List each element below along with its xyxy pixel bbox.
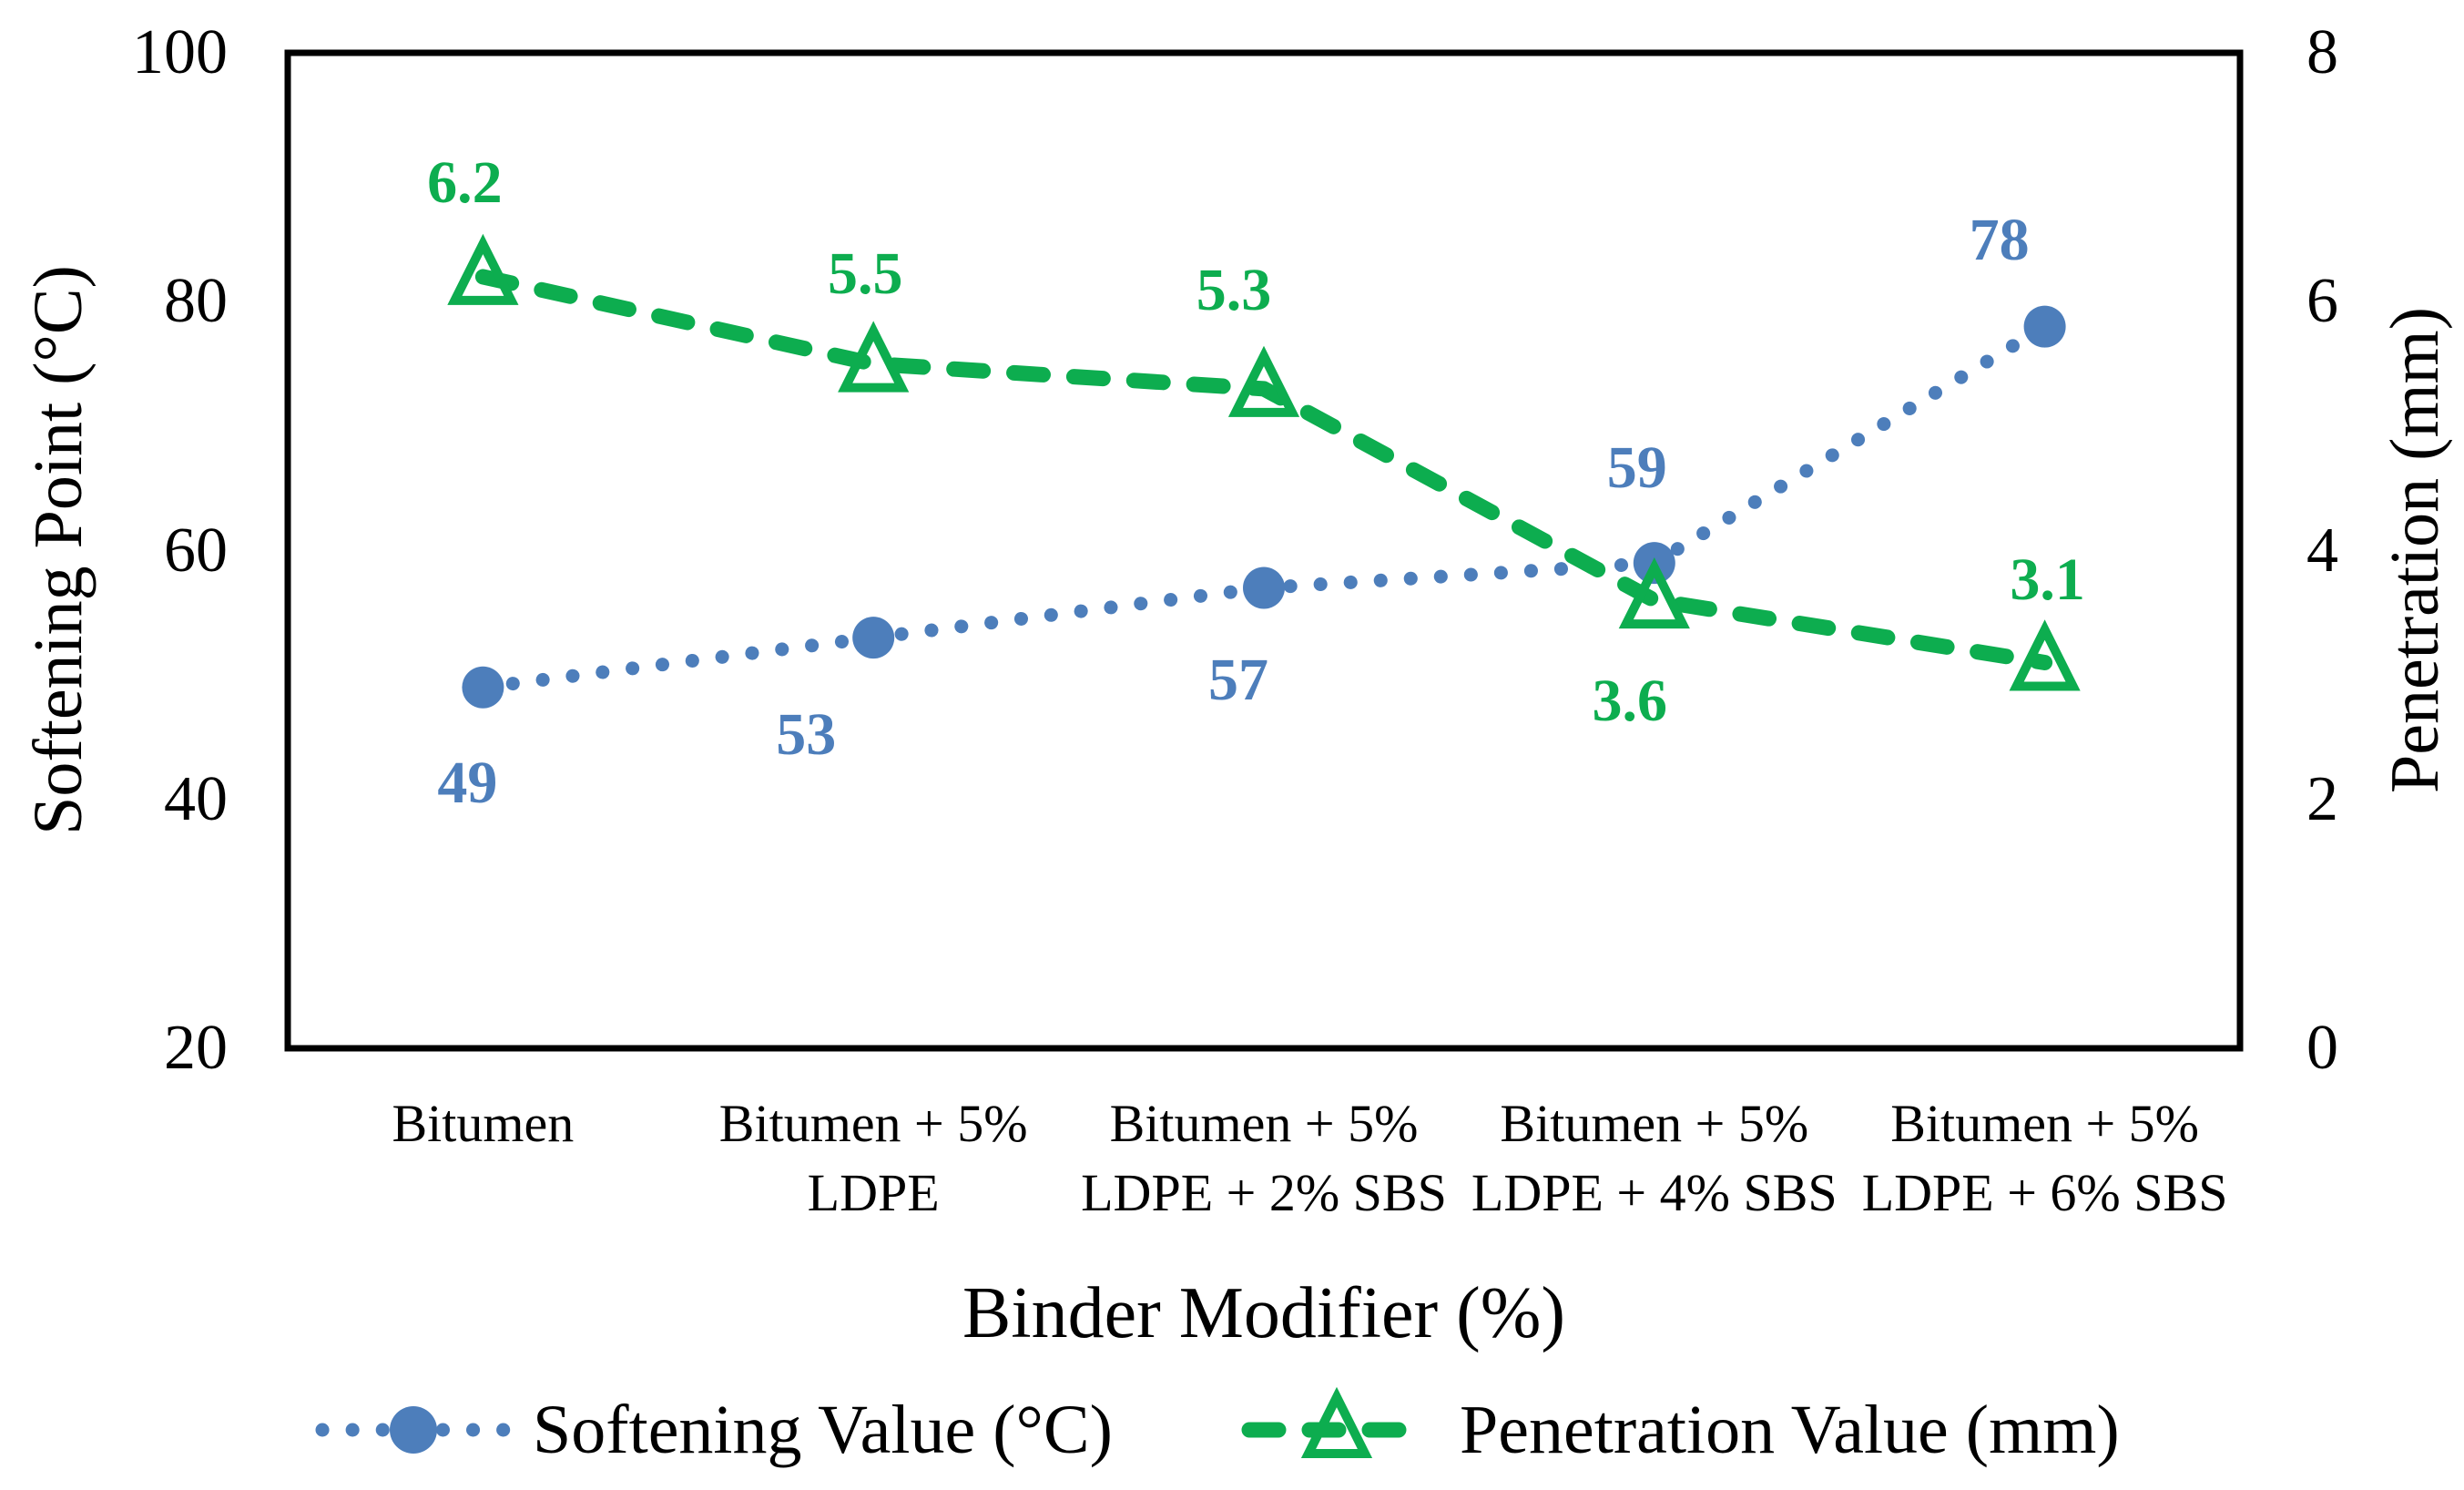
y-left-axis-title: Softening Point (°C)	[20, 265, 97, 835]
x-category-label: Bitumen + 5% LDPE	[718, 1094, 1028, 1222]
y-left-tick: 40	[164, 763, 228, 834]
y-right-axis-title: Penetration (mm)	[2377, 307, 2453, 793]
y-right-tick: 8	[2306, 17, 2338, 87]
softening-data-label: 78	[1969, 206, 2030, 273]
y-left-tick: 100	[132, 17, 228, 87]
y-right-tick: 4	[2306, 515, 2338, 586]
penetration-data-label: 5.3	[1196, 256, 1272, 323]
softening-data-label: 53	[776, 701, 837, 769]
x-axis-title: Binder Modifier (%)	[962, 1273, 1566, 1353]
penetration-marker	[2009, 619, 2081, 691]
legend-softening-circle	[390, 1406, 437, 1454]
softening-marker	[2023, 305, 2066, 348]
legend-softening-label: Softening Value (°C)	[533, 1392, 1113, 1468]
penetration-data-label: 3.1	[2010, 546, 2085, 614]
y-right-tick: 6	[2306, 266, 2338, 337]
softening-data-label: 49	[437, 749, 498, 816]
penetration-marker	[838, 321, 910, 393]
plot-border	[284, 49, 2244, 1052]
penetration-marker	[1227, 345, 1300, 417]
softening-marker	[462, 666, 504, 709]
x-category-label: Bitumen	[392, 1094, 575, 1153]
legend-penetration-triangle	[1300, 1386, 1373, 1458]
softening-data-label: 57	[1208, 647, 1268, 714]
legend-penetration-label: Penetration Value (mm)	[1460, 1392, 2120, 1468]
penetration-data-label: 3.6	[1592, 668, 1668, 735]
y-right-tick: 0	[2306, 1013, 2338, 1083]
y-left-tick: 80	[164, 266, 228, 337]
softening-data-label: 59	[1606, 434, 1667, 502]
penetration-data-label: 6.2	[427, 148, 503, 216]
softening-marker	[852, 617, 895, 659]
penetration-series-line	[474, 269, 2053, 670]
x-category-label: Bitumen + 5% LDPE + 6% SBS	[1861, 1094, 2228, 1222]
penetration-marker	[1618, 556, 1690, 629]
penetration-marker	[447, 233, 519, 305]
y-left-tick: 60	[164, 515, 228, 586]
y-right-tick: 2	[2306, 763, 2338, 834]
x-category-label: Bitumen + 5% LDPE + 4% SBS	[1471, 1094, 1838, 1222]
softening-marker	[1243, 566, 1285, 609]
penetration-data-label: 5.5	[827, 240, 903, 307]
y-left-tick: 20	[164, 1013, 228, 1083]
x-category-label: Bitumen + 5% LDPE + 2% SBS	[1081, 1094, 1447, 1222]
